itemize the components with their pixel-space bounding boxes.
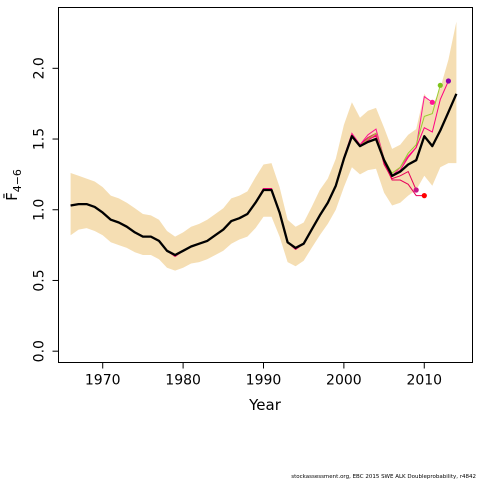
estimate-line-layer <box>70 93 458 257</box>
retro-endpoint-5 <box>445 78 451 84</box>
x-axis: 1970 1980 1990 2000 2010 <box>85 362 442 389</box>
plot-frame <box>58 7 473 363</box>
svg-text:F̄4−6: F̄4−6 <box>2 169 24 201</box>
x-tick-label-2000: 2000 <box>326 373 362 389</box>
x-axis-label: Year <box>248 396 282 414</box>
x-tick-label-1990: 1990 <box>246 373 282 389</box>
y-axis-label-main: F̄ <box>2 192 21 201</box>
retrospective-endpoints-layer <box>413 78 451 199</box>
y-axis-label: F̄4−6 <box>2 169 24 201</box>
y-tick-label-2: 1.0 <box>32 199 48 221</box>
estimate-line <box>70 93 458 257</box>
x-tick-label-2010: 2010 <box>406 373 442 389</box>
x-tick-label-1970: 1970 <box>85 373 121 389</box>
retro-endpoint-2 <box>413 187 419 193</box>
y-axis-label-subscript: 4−6 <box>11 169 24 192</box>
retro-endpoint-1 <box>421 193 427 199</box>
y-tick-label-3: 1.5 <box>32 128 48 150</box>
x-tick-label-1980: 1980 <box>165 373 201 389</box>
confidence-band <box>70 21 457 271</box>
confidence-band-layer <box>70 21 457 271</box>
y-tick-label-1: 0.5 <box>32 269 48 291</box>
retro-endpoint-4 <box>437 82 443 88</box>
footer-credit: stockassessment.org, EBC 2015 SWE ALK Do… <box>291 474 476 480</box>
y-tick-label-4: 2.0 <box>32 57 48 79</box>
retro-endpoint-3 <box>429 99 435 105</box>
y-axis: 0.0 0.5 1.0 1.5 2.0 <box>32 57 59 362</box>
y-tick-label-0: 0.0 <box>32 340 48 362</box>
